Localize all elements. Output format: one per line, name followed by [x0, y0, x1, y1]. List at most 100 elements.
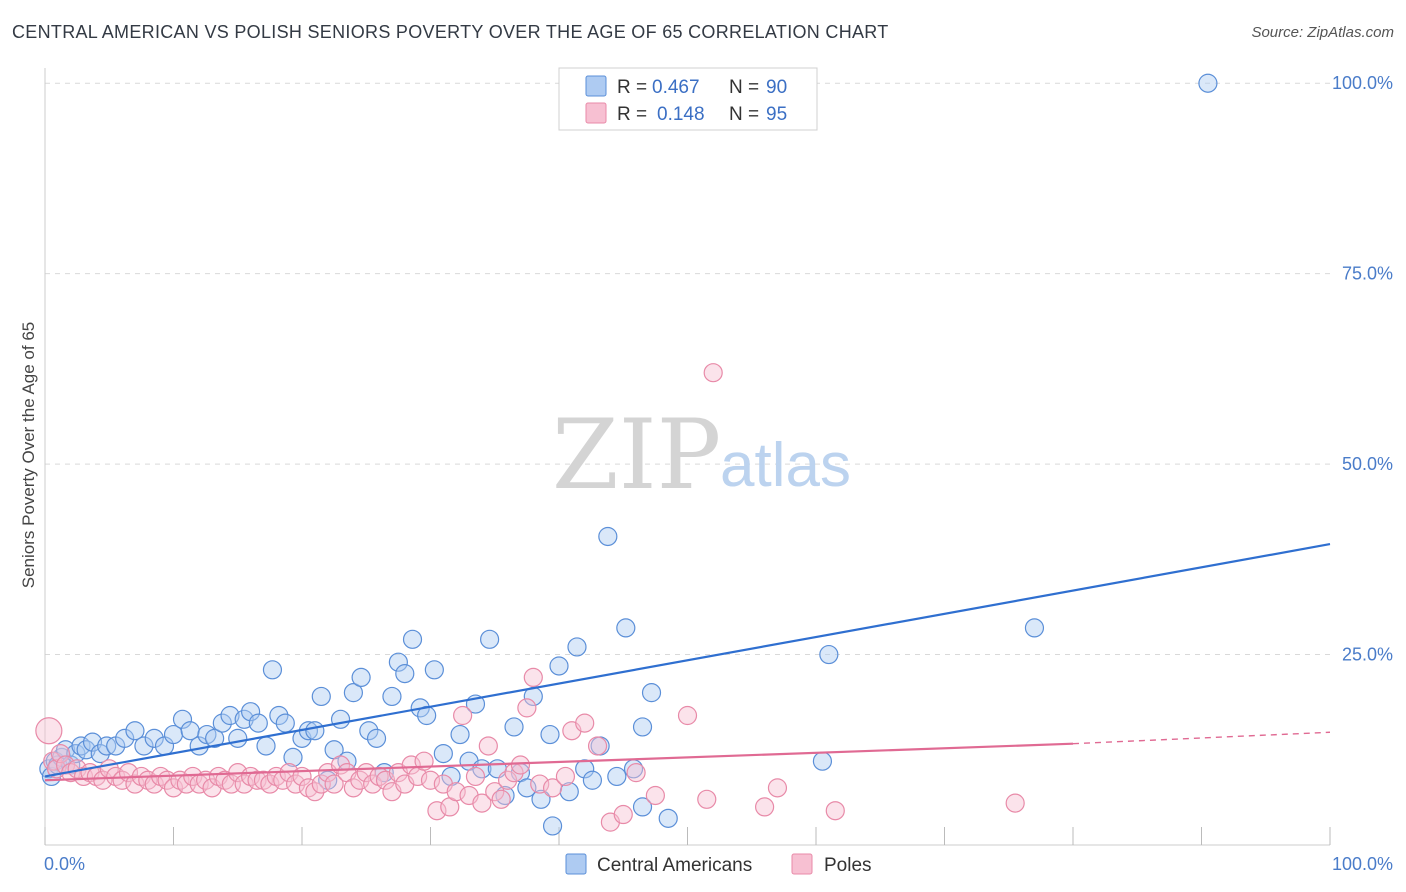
data-point — [402, 629, 423, 649]
data-point — [55, 740, 76, 760]
data-point — [172, 709, 193, 729]
grid-lines — [45, 82, 1330, 656]
data-point — [212, 713, 232, 733]
legend-n-value-1: 90 — [766, 77, 787, 98]
trend-line-1 — [44, 742, 1074, 782]
data-point — [76, 740, 96, 760]
data-point — [424, 660, 444, 680]
data-point — [542, 816, 563, 836]
bottom-legend: Central Americans Poles — [565, 853, 872, 876]
data-point — [427, 801, 447, 821]
data-point — [697, 789, 717, 809]
trend-line-extension-1 — [1072, 731, 1331, 745]
data-point — [812, 751, 833, 771]
chart-title: CENTRAL AMERICAN VS POLISH SENIORS POVER… — [12, 22, 889, 42]
data-point — [366, 728, 387, 748]
bottom-legend-label-poles: Poles — [824, 855, 872, 876]
data-point — [530, 774, 550, 794]
data-point — [269, 705, 289, 726]
data-point — [234, 709, 254, 729]
bottom-legend-label-central-americans: Central Americans — [597, 855, 752, 876]
data-point — [555, 766, 576, 787]
data-point — [703, 363, 723, 383]
data-point — [93, 770, 113, 790]
data-point — [587, 736, 608, 756]
data-point — [549, 656, 569, 676]
data-point — [35, 717, 63, 745]
data-point — [144, 774, 164, 794]
data-point — [401, 755, 421, 775]
data-point — [351, 667, 371, 688]
data-point — [754, 797, 775, 817]
data-point — [112, 770, 132, 790]
x-tick-label-1: 100.0% — [1332, 854, 1393, 874]
legend-swatch-central-americans — [585, 75, 607, 97]
data-point — [125, 774, 145, 794]
data-point — [256, 736, 276, 756]
data-point — [220, 705, 240, 726]
trend-lines — [44, 543, 1331, 782]
data-point — [359, 721, 379, 741]
data-point — [582, 770, 603, 790]
data-point — [632, 797, 653, 817]
data-point — [542, 778, 563, 798]
legend-box: R = 0.467 N = 90 R = 0.148 N = 95 — [558, 67, 818, 131]
watermark-zip: ZIP — [552, 399, 721, 511]
axes — [44, 68, 1331, 846]
data-point — [228, 728, 248, 748]
data-point — [115, 728, 135, 748]
data-point — [613, 804, 633, 825]
data-point — [480, 629, 500, 649]
data-point — [531, 789, 551, 809]
data-point — [50, 743, 71, 764]
data-point — [388, 652, 408, 672]
trend-line-0 — [44, 543, 1331, 778]
x-tick-labels: 0.0% 100.0% — [44, 854, 1393, 874]
data-point — [510, 755, 531, 775]
y-axis-label: Seniors Poverty Over the Age of 65 — [19, 322, 38, 588]
data-point — [283, 747, 303, 767]
data-point — [495, 785, 515, 806]
source-label: Source: ZipAtlas.com — [1251, 24, 1394, 41]
data-point — [607, 766, 627, 787]
legend-n-label-2: N = — [729, 104, 759, 125]
data-point — [82, 732, 103, 752]
data-point — [523, 667, 543, 688]
legend-n-value-2: 95 — [766, 104, 787, 125]
data-point — [234, 774, 254, 794]
watermark-atlas: atlas — [720, 431, 851, 500]
data-point — [677, 705, 698, 726]
data-point — [632, 717, 653, 737]
data-point — [485, 782, 505, 802]
data-point — [183, 766, 203, 787]
y-tick-label-0: 25.0% — [1342, 645, 1393, 665]
data-point — [819, 644, 839, 665]
data-point — [450, 724, 470, 745]
data-point — [71, 736, 91, 756]
data-point — [205, 728, 225, 748]
data-point — [144, 728, 164, 748]
y-tick-label-1: 50.0% — [1342, 454, 1393, 474]
data-point — [324, 774, 344, 794]
data-point — [305, 721, 325, 741]
data-point — [491, 789, 511, 809]
y-tick-label-2: 75.0% — [1342, 264, 1393, 284]
data-point — [1198, 73, 1218, 93]
legend-n-label-1: N = — [729, 77, 759, 98]
data-point — [90, 743, 110, 764]
data-point — [567, 637, 587, 657]
y-tick-labels: 25.0% 50.0% 75.0% 100.0% — [1332, 73, 1393, 664]
data-point — [285, 774, 306, 794]
data-point — [575, 759, 595, 779]
series-poles — [35, 363, 1025, 832]
data-point — [1024, 618, 1045, 638]
data-point — [645, 785, 665, 806]
data-point — [504, 717, 524, 737]
data-point — [247, 770, 267, 790]
data-point — [125, 721, 145, 741]
data-point — [446, 782, 466, 802]
data-point — [498, 770, 518, 790]
legend-r-label-1: R = — [617, 77, 647, 98]
data-point — [517, 778, 537, 798]
